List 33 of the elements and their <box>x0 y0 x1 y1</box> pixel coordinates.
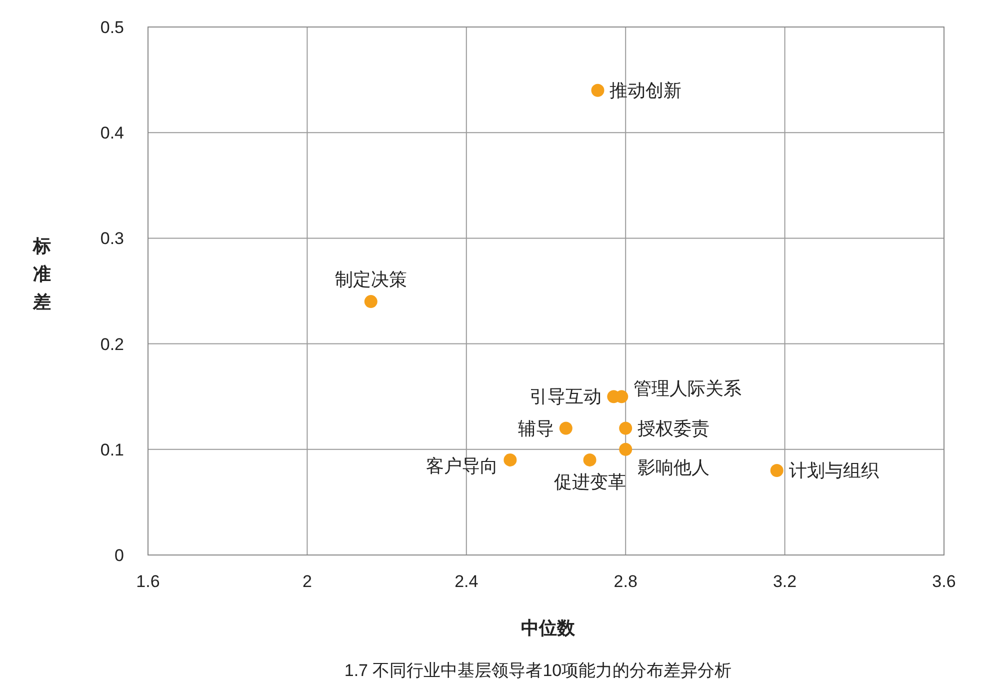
x-tick-label: 2.4 <box>454 572 478 591</box>
point <box>591 84 604 97</box>
point <box>504 453 517 466</box>
series-label: 管理人际关系 <box>634 378 742 399</box>
series-label: 影响他人 <box>638 457 710 478</box>
series-label: 促进变革 <box>554 472 626 492</box>
point <box>559 422 572 435</box>
x-axis-title: 中位数 <box>521 618 576 638</box>
y-tick-label: 0.1 <box>100 440 124 460</box>
point <box>770 464 784 478</box>
y-tick-label: 0.2 <box>100 334 124 354</box>
x-tick-label: 1.6 <box>136 572 160 591</box>
x-tick-label: 3.6 <box>932 572 956 591</box>
x-tick-label: 3.2 <box>772 572 797 591</box>
point <box>583 453 596 466</box>
series-label: 引导互动 <box>530 386 602 407</box>
y-axis-title: 标准差 <box>32 236 51 312</box>
series-label: 客户导向 <box>426 456 498 476</box>
point <box>619 422 632 435</box>
series-label: 授权委责 <box>638 418 710 438</box>
series-label: 制定决策 <box>334 270 407 290</box>
point <box>364 295 378 308</box>
y-tick-label: 0 <box>114 546 124 565</box>
x-tick-label: 2 <box>302 572 312 591</box>
y-tick-label: 0.4 <box>100 124 124 143</box>
y-tick-label: 0.3 <box>100 229 124 248</box>
y-tick-label: 0.5 <box>100 18 124 37</box>
series-label: 辅导 <box>518 418 554 438</box>
text: 1.7 不同行业中基层领导者10项能力的分布差异分析 <box>344 661 732 680</box>
x-tick-label: 2.8 <box>614 572 638 591</box>
series-label: 推动创新 <box>610 80 682 100</box>
series-label: 计划与组织 <box>788 460 879 481</box>
point <box>619 442 632 456</box>
